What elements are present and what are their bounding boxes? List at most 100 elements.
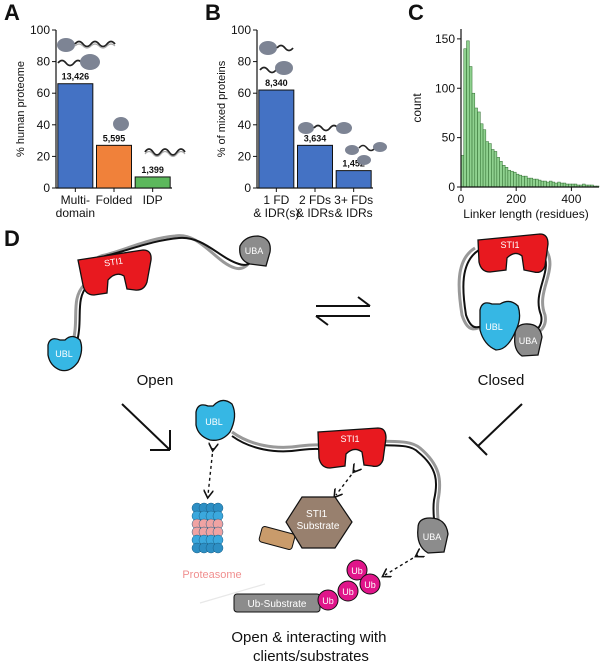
bar [96, 144, 132, 189]
y-tick-label: 40 [238, 118, 252, 132]
y-tick-label: 0 [448, 180, 455, 194]
data-label: 5,595 [103, 133, 126, 143]
histogram-bar [549, 180, 553, 188]
cartoon-2fd-icon [298, 122, 352, 134]
ubl-label-closed: UBL [485, 322, 503, 332]
y-tick-label: 0 [244, 181, 251, 195]
open-label: Open [137, 372, 174, 389]
x-tick-label: 0 [458, 192, 465, 206]
histogram-bar [532, 178, 536, 188]
cartoon-1fd-icon [259, 41, 294, 75]
category-label: Folded [96, 193, 133, 207]
category-label: Multi- [61, 193, 90, 207]
ub-label: Ub [364, 580, 376, 590]
ub-circle [337, 580, 359, 602]
histogram-bar [526, 177, 531, 188]
y-tick-label: 100 [435, 81, 455, 95]
uba-domain-interacting [417, 517, 449, 554]
panel-letter-a: A [4, 0, 20, 25]
y-tick-label: 80 [238, 55, 252, 69]
y-tick-label: 100 [231, 23, 251, 37]
category-label: domain [56, 206, 95, 220]
proteasome-shadow-line [199, 583, 266, 604]
category-label: & IDRs [335, 206, 373, 220]
histogram-bar [513, 171, 517, 188]
ub-circle [359, 573, 381, 595]
histogram-bar [546, 181, 550, 188]
y-tick-label: 0 [43, 181, 50, 195]
histogram-bar [543, 180, 547, 188]
y-tick-label: 80 [37, 55, 51, 69]
chart-b: 0 20 40 60 80 100 % of mixed proteins 8,340 1 FD… [216, 23, 373, 220]
histogram-bar [488, 143, 492, 188]
ubl-domain-interacting [195, 399, 236, 441]
histogram-bar [507, 169, 511, 188]
histogram-bar [496, 157, 500, 188]
equilibrium-arrows-icon [315, 296, 371, 326]
open-to-interacting-arrow-icon [121, 403, 171, 451]
data-label: 1,452 [342, 159, 365, 169]
histogram-bar [557, 181, 561, 188]
histogram-bar [518, 174, 522, 188]
data-label: 3,634 [304, 133, 327, 143]
ubl-domain [47, 335, 83, 372]
histogram-bar [502, 165, 506, 188]
x-tick-label: 200 [506, 192, 526, 206]
histogram-bar [474, 107, 478, 188]
closed-state-protein: STI1 UBA UBL [457, 233, 552, 357]
cartoon-folded-icon [113, 117, 129, 131]
category-label: 1 FD [263, 193, 289, 207]
x-axis-label: Linker length (residues) [463, 207, 588, 221]
closed-label: Closed [478, 372, 525, 389]
y-tick-label: 20 [238, 149, 252, 163]
y-tick-label: 100 [30, 23, 50, 37]
y-axis-label: % human proteome [15, 61, 27, 157]
ub-substrate-label: Ub-Substrate [248, 599, 307, 610]
ub-circle [317, 589, 339, 611]
cartoon-multidomain-icon [57, 38, 116, 70]
category-label: & IDR(s) [253, 206, 299, 220]
histogram-bar [480, 123, 484, 188]
histogram-bar [510, 170, 514, 188]
sti1-domain-closed [477, 233, 549, 274]
sti1-substrate-label: STI1 Substrate [297, 509, 340, 532]
ub-label: Ub [322, 596, 334, 606]
category-label: IDP [143, 193, 163, 207]
ub-label: Ub [342, 587, 354, 597]
uba-label-closed: UBA [519, 336, 538, 346]
histogram-bar [493, 151, 498, 188]
chart-a: 0 20 40 60 80 100 % human proteome 13,426 Multi-… [15, 23, 172, 220]
ubl-label-interacting: UBL [205, 417, 223, 427]
uba-label-interacting: UBA [423, 532, 442, 542]
uba-ub-interaction-arrow [385, 555, 418, 575]
y-tick-label: 60 [37, 86, 51, 100]
sti1-substrate-icon [258, 496, 353, 550]
bar [335, 170, 372, 189]
y-tick-label: 40 [37, 118, 51, 132]
ub-circle [346, 559, 368, 581]
histogram-bar [491, 149, 495, 188]
histogram-bar [504, 167, 509, 188]
bar [57, 83, 94, 189]
cartoon-3fd-icon [345, 142, 387, 165]
y-tick-label: 150 [435, 32, 455, 46]
histogram-bar [482, 129, 487, 188]
histogram-bar [469, 66, 473, 188]
histogram-bar [466, 40, 470, 188]
sti1-domain [77, 249, 152, 296]
ubl-label: UBL [55, 349, 73, 359]
histogram-bar [521, 175, 525, 188]
closed-inhibition-icon [468, 403, 523, 456]
proteasome-subunit [212, 542, 224, 554]
histogram-bar [551, 181, 556, 188]
y-axis-label: % of mixed proteins [216, 60, 228, 157]
category-label: 3+ FDs [334, 193, 373, 207]
proteasome-label: Proteasome [182, 569, 241, 581]
panel-letter-d: D [4, 226, 20, 251]
category-label: 2 FDs [299, 193, 331, 207]
uba-domain [239, 235, 271, 267]
histogram-bar [538, 179, 542, 188]
histogram-bar [529, 177, 534, 188]
